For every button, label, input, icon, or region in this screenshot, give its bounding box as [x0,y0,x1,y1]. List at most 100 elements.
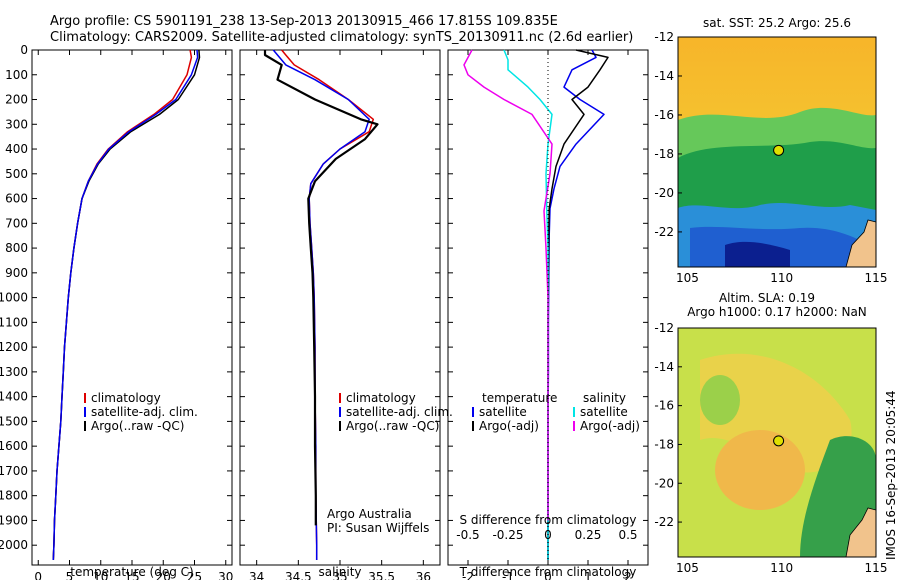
y-tick-label: 0 [20,43,28,57]
s-tick-label: -0.5 [456,528,479,542]
x-tick-label: 15 [124,570,139,580]
lon-tick-label: 115 [865,271,888,285]
y-tick-label: 2000 [0,538,28,552]
y-tick-label: 1600 [0,439,28,453]
lat-tick-label: -16 [654,399,674,413]
s-tick-label: -0.25 [492,528,523,542]
x-axis-label: salinity [318,565,361,579]
series-climatology [52,49,193,561]
series-argo-raw-qc- [52,49,201,561]
lat-tick-label: -20 [654,476,674,490]
legend-title-salinity: salinity [583,391,626,405]
x-tick-label: 34.5 [285,570,312,580]
legend-entry: satellite-adj. clim. [91,405,198,419]
lon-tick-label: 110 [770,561,793,575]
x-axis-label: temperature (deg C) [70,565,193,579]
x-tick-label: 35.5 [368,570,395,580]
sst-land [845,219,876,267]
s-tick-label: 0.5 [618,528,637,542]
series-climatology [281,49,375,560]
lat-tick-label: -22 [654,225,674,239]
sla-land [845,507,876,557]
y-tick-label: 400 [5,142,28,156]
y-tick-label: 1800 [0,489,28,503]
series-salinity-argo-adj- [463,49,553,521]
lon-tick-label: 115 [865,561,888,575]
series-satellite-adj-clim- [272,49,370,560]
legend-entry: climatology [91,391,161,405]
legend-entry: Argo(..raw -QC) [91,419,184,433]
x-tick-label: 0 [544,570,552,580]
lon-tick-label: 105 [676,271,699,285]
annotation-pi: PI: Susan Wijffels [327,521,429,535]
y-tick-label: 1900 [0,513,28,527]
y-tick-label: 1200 [0,340,28,354]
legend-entry: Argo(-adj) [580,419,640,433]
legend-entry: satellite [580,405,628,419]
difference-panel: -2 -1 0 1 2T difference from climatology -0.5… [447,49,649,580]
sla-peak-region [715,430,805,510]
series-salinity-satellite [503,49,553,560]
argo-position-marker [773,435,785,447]
lon-tick-label: 105 [676,561,699,575]
lat-tick-label: -22 [654,515,674,529]
y-tick-label: 1300 [0,365,28,379]
y-tick-label: 500 [5,167,28,181]
lat-tick-label: -14 [654,360,674,374]
sla-map-title: Altim. SLA: 0.19 [719,291,815,305]
sst-deep-blue-region [725,241,790,267]
lon-tick-label: 110 [770,271,793,285]
temperature-frame [31,49,233,566]
x-tick-label: 20 [156,570,171,580]
s-tick-label: 0.25 [575,528,602,542]
legend-entry: Argo(..raw -QC) [346,419,439,433]
y-tick-label: 1400 [0,390,28,404]
x-tick-label: 10 [93,570,108,580]
x-tick-label: 35 [332,570,347,580]
sla_map-frame [677,327,877,558]
lat-tick-label: -16 [654,108,674,122]
x-tick-label: 2 [624,570,632,580]
sla_map-panel: 105 110 115 -12 -14 -16 -18 -20 -22 Altim. SLA: 0… [654,291,887,575]
y-tick-label: 1500 [0,414,28,428]
salinity-frame [239,49,441,566]
lat-tick-label: -20 [654,186,674,200]
y-tick-label: 100 [5,68,28,82]
x-tick-label: 25 [187,570,202,580]
y-tick-label: 200 [5,93,28,107]
x-tick-label: 1 [584,570,592,580]
climatology-subtitle: Climatology: CARS2009. Satellite-adjuste… [50,30,634,45]
legend-title-temperature: temperature [482,391,557,405]
lat-tick-label: -14 [654,69,674,83]
y-tick-label: 600 [5,192,28,206]
sst_map-panel: 105 110 115 -12 -14 -16 -18 -20 -22 sat. SST: 25.… [654,16,887,285]
y-tick-label: 700 [5,216,28,230]
legend-entry: climatology [346,391,416,405]
x-tick-label: -2 [462,570,474,580]
x-tick-label: 30 [218,570,233,580]
x-tick-label: 34 [249,570,264,580]
lat-tick-label: -18 [654,147,674,161]
y-tick-label: 1100 [0,315,28,329]
sla-low-patch [700,375,740,425]
timestamp-label: IMOS 16-Sep-2013 20:05:44 [884,390,898,560]
lat-tick-label: -12 [654,30,674,44]
x-axis-label: T difference from climatology [459,565,637,579]
x-tick-label: 5 [66,570,74,580]
s-axis-label: S difference from climatology [460,513,637,527]
s-tick-label: 0 [544,528,552,542]
sst_map-frame [677,36,877,268]
sla-map-subtitle: Argo h1000: 0.17 h2000: NaN [687,305,867,319]
series-argo-raw-qc- [263,50,379,526]
legend-entry: satellite [479,405,527,419]
series-satellite-adj-clim- [52,49,199,561]
y-tick-label: 1000 [0,291,28,305]
x-tick-label: -1 [502,570,514,580]
temperature-panel: 0 5 10 15 20 25 30 temperature (deg C) 0 100 200 30… [0,43,233,580]
y-tick-label: 800 [5,241,28,255]
y-tick-label: 900 [5,266,28,280]
x-tick-label: 0 [34,570,42,580]
profile-title: Argo profile: CS 5901191_238 13-Sep-2013… [50,14,558,29]
series-temperature-argo-adj- [547,49,609,560]
